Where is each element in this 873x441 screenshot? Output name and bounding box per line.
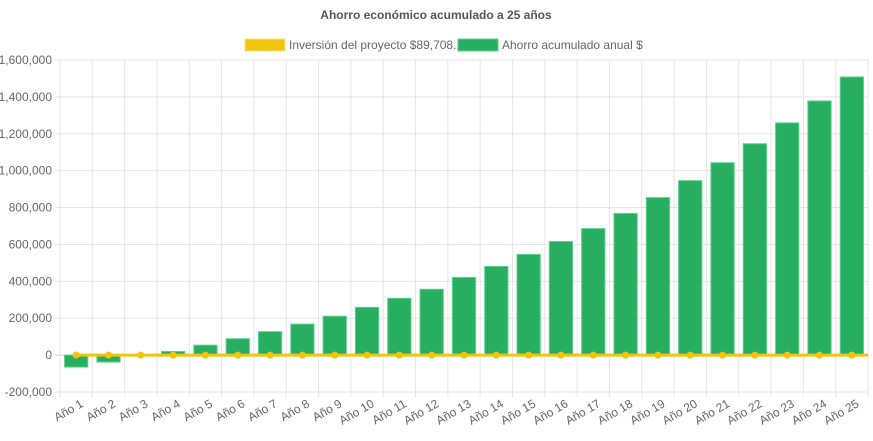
x-tick-label: Año 24 [789, 396, 829, 427]
bar[interactable] [354, 306, 380, 356]
line-point[interactable] [104, 351, 112, 359]
legend-swatch[interactable] [244, 38, 286, 52]
line-point[interactable] [719, 351, 727, 359]
x-tick-label: Año 6 [213, 396, 247, 424]
line-point[interactable] [137, 351, 145, 359]
bar[interactable] [419, 288, 444, 356]
line-point[interactable] [298, 351, 306, 359]
line-point[interactable] [557, 351, 565, 359]
line-point[interactable] [428, 351, 436, 359]
x-tick-label: Año 21 [692, 396, 732, 427]
y-tick-label: 1,200,000 [0, 127, 52, 141]
x-tick-label: Año 10 [337, 396, 377, 427]
x-tick-label: Año 18 [595, 396, 635, 427]
x-tick-label: Año 7 [245, 396, 279, 424]
line-point[interactable] [234, 351, 242, 359]
y-tick-label: 1,000,000 [0, 164, 52, 178]
y-tick-label: 1,600,000 [0, 53, 52, 67]
line-point[interactable] [363, 351, 371, 359]
x-tick-label: Año 22 [724, 396, 764, 427]
y-tick-label: 0 [45, 348, 52, 362]
bar[interactable] [322, 315, 347, 356]
y-tick-label: 1,400,000 [0, 90, 52, 104]
bar[interactable] [516, 253, 541, 356]
x-tick-label: Año 11 [370, 396, 409, 427]
legend-label[interactable]: Inversión del proyecto $89,708.28 [289, 38, 470, 52]
line-point[interactable] [266, 351, 274, 359]
y-tick-label: 400,000 [9, 274, 53, 288]
line-point[interactable] [751, 351, 759, 359]
line-point[interactable] [395, 351, 403, 359]
bar[interactable] [548, 240, 574, 356]
bar[interactable] [613, 212, 638, 356]
line-point[interactable] [848, 351, 856, 359]
legend-label[interactable]: Ahorro acumulado anual $ [502, 38, 643, 52]
y-tick-label: 800,000 [9, 201, 53, 215]
line-point[interactable] [816, 351, 824, 359]
bar[interactable] [839, 76, 864, 356]
bar[interactable] [290, 323, 315, 356]
x-tick-label: Año 23 [757, 396, 797, 427]
x-tick-label: Año 17 [563, 396, 603, 427]
x-tick-label: Año 12 [401, 396, 441, 427]
line-point[interactable] [331, 351, 339, 359]
y-tick-label: -200,000 [5, 385, 53, 399]
legend-swatch[interactable] [457, 38, 499, 52]
bar[interactable] [451, 276, 477, 356]
bar[interactable] [678, 180, 703, 356]
x-tick-label: Año 5 [181, 396, 215, 424]
bar[interactable] [807, 100, 832, 356]
x-tick-label: Año 15 [498, 396, 538, 427]
bar[interactable] [775, 122, 800, 356]
line-point[interactable] [460, 351, 468, 359]
x-tick-label: Año 3 [116, 396, 150, 424]
x-tick-label: Año 19 [627, 396, 667, 427]
line-point[interactable] [654, 351, 662, 359]
bar[interactable] [710, 162, 735, 356]
line-point[interactable] [686, 351, 694, 359]
x-tick-label: Año 14 [466, 396, 506, 427]
legend: Inversión del proyecto $89,708.28 Ahorro … [244, 38, 643, 52]
x-tick-label: Año 20 [660, 396, 700, 427]
line-point[interactable] [525, 351, 533, 359]
bar[interactable] [742, 143, 768, 356]
bar[interactable] [387, 297, 412, 356]
line-point[interactable] [72, 351, 80, 359]
line-point[interactable] [169, 351, 177, 359]
x-tick-label: Año 25 [821, 396, 861, 427]
x-tick-label: Año 4 [148, 396, 182, 424]
line-point[interactable] [783, 351, 791, 359]
x-tick-label: Año 16 [531, 396, 571, 427]
line-point[interactable] [201, 351, 209, 359]
bar[interactable] [257, 331, 283, 356]
line-point[interactable] [589, 351, 597, 359]
y-tick-label: 600,000 [9, 237, 53, 251]
x-tick-label: Año 8 [278, 396, 312, 424]
x-tick-label: Año 13 [434, 396, 474, 427]
y-tick-label: 200,000 [9, 311, 53, 325]
line-point[interactable] [492, 351, 500, 359]
bar[interactable] [645, 197, 671, 356]
bar[interactable] [484, 265, 509, 356]
x-tick-label: Año 1 [52, 396, 86, 424]
line-point[interactable] [622, 351, 630, 359]
bar[interactable] [581, 228, 606, 356]
x-tick-label: Año 2 [84, 396, 118, 424]
chart-title: Ahorro económico acumulado a 25 años [320, 8, 552, 22]
